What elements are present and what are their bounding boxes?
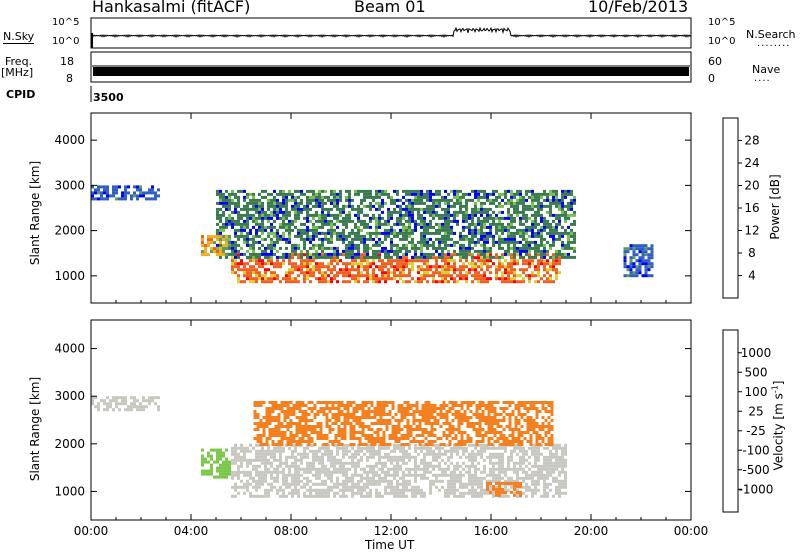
echo-region <box>623 244 654 278</box>
colorbar-tick-label: 24 <box>744 156 759 170</box>
x-tick-label: 00:00 <box>74 524 109 538</box>
nsky-trace <box>90 26 692 39</box>
nsky-label: N.Sky <box>3 30 35 44</box>
colorbar-tick-label: -500 <box>742 463 769 477</box>
nave-label: Nave <box>752 63 781 76</box>
freq-unit: [MHz] <box>1 66 34 79</box>
date-label: 10/Feb/2013 <box>588 0 689 16</box>
colorbar-tick-label: 20 <box>744 179 759 193</box>
colorbar-tick-label: 16 <box>744 201 759 215</box>
colorbar-tick-label: -1000 <box>739 482 774 496</box>
freq-band <box>93 67 689 76</box>
colorbar-tick-label: 12 <box>744 224 759 238</box>
freq-band-texture <box>92 65 692 67</box>
y-tick-label: 2000 <box>54 437 85 451</box>
velocity-panel <box>91 396 567 498</box>
power-ylabel: Slant Range [km] <box>28 160 42 266</box>
freq-tick-bottom: 8 <box>66 72 73 85</box>
x-tick-label: 04:00 <box>174 524 209 538</box>
x-tick-label: 20:00 <box>574 524 609 538</box>
nsearch-tick-top: 10^5 <box>708 17 736 28</box>
nave-tick-top: 60 <box>708 55 722 68</box>
nave-dots: .... <box>754 73 771 84</box>
echo-region <box>253 401 554 446</box>
colorbar-tick-label: 25 <box>748 404 763 418</box>
x-axis-label: Time UT <box>365 538 415 552</box>
echo-region <box>486 481 522 497</box>
y-tick-label: 1000 <box>54 484 85 498</box>
colorbar-tick-label: 500 <box>745 365 768 379</box>
y-tick-label: 4000 <box>54 133 85 147</box>
nsearch-dots: ........ <box>757 38 791 49</box>
freq-tick-top: 18 <box>60 55 74 68</box>
nave-tick-bottom: 0 <box>708 72 715 85</box>
station-title: Hankasalmi (fitACF) <box>92 0 251 16</box>
nsky-strip-frame <box>90 17 692 49</box>
echo-region <box>201 448 231 479</box>
colorbar-tick-label: 1000 <box>741 346 772 360</box>
nsearch-tick-bottom: 10^0 <box>708 36 736 47</box>
y-tick-label: 3000 <box>54 178 85 192</box>
velocity-ylabel: Slant Range [km] <box>28 376 42 482</box>
colorbar-tick-label: 8 <box>748 246 756 260</box>
echo-region <box>231 443 567 498</box>
y-tick-label: 3000 <box>54 389 85 403</box>
x-tick-label: 16:00 <box>474 524 509 538</box>
cpid-value: 3500 <box>93 91 124 104</box>
colorbar-tick-label: -100 <box>742 443 769 457</box>
velocity-colorbar-label: Velocity [m s-1] <box>770 380 786 471</box>
freq-label: Freq. <box>5 55 33 68</box>
power-panel <box>91 185 654 284</box>
nsearch-label: N.Search <box>746 28 796 41</box>
y-tick-label: 2000 <box>54 224 85 238</box>
colorbar-frame <box>722 329 739 513</box>
colorbar-frame <box>722 117 739 299</box>
colorbar-tick-label: 28 <box>744 134 759 148</box>
y-tick-label: 4000 <box>54 342 85 356</box>
colorbar-tick-label: 4 <box>748 269 756 283</box>
nsky-tick-bottom: 10^0 <box>52 36 80 47</box>
echo-region <box>91 396 160 412</box>
cpid-label: CPID <box>6 88 36 101</box>
echo-region <box>91 185 160 201</box>
beam-label: Beam 01 <box>354 0 426 16</box>
x-tick-label: 12:00 <box>374 524 409 538</box>
y-tick-label: 1000 <box>54 269 85 283</box>
colorbar-tick-label: 100 <box>745 385 768 399</box>
x-tick-label: 00:00 <box>674 524 709 538</box>
power-frame <box>90 112 692 304</box>
colorbar-tick-label: -25 <box>746 424 766 438</box>
nsky-tick-top: 10^5 <box>52 17 80 28</box>
echo-region <box>216 189 576 259</box>
echo-region <box>201 235 231 257</box>
x-tick-label: 08:00 <box>274 524 309 538</box>
power-colorbar-label: Power [dB] <box>768 174 782 240</box>
